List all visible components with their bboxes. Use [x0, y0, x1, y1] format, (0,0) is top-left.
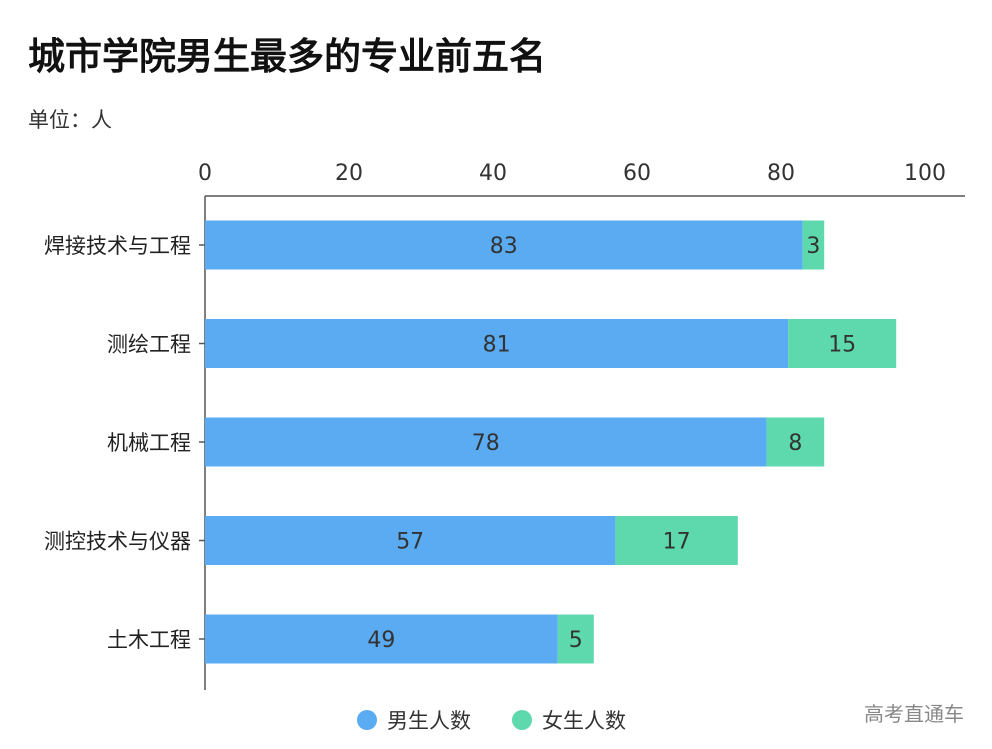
unit-label: 单位：人 — [28, 108, 112, 132]
bar-female — [766, 417, 825, 467]
bar-male — [205, 516, 616, 565]
legend-marker-male — [357, 710, 377, 730]
bar-female — [788, 319, 897, 368]
x-tick-label: 100 — [904, 161, 946, 186]
bar-label-male: 78 — [472, 431, 500, 456]
legend-label-male: 男生人数 — [387, 709, 471, 733]
bar-label-female: 5 — [569, 628, 583, 653]
category-label: 焊接技术与工程 — [44, 234, 191, 258]
bar-male — [205, 417, 767, 467]
bar-label-male: 49 — [367, 628, 395, 653]
x-tick-label: 0 — [198, 161, 212, 186]
bar-female — [615, 516, 738, 565]
bar-label-male: 83 — [490, 234, 518, 259]
bar-label-male: 81 — [483, 333, 511, 358]
legend-marker-female — [512, 710, 532, 730]
bar-label-female: 15 — [828, 333, 856, 358]
x-tick-label: 40 — [479, 161, 507, 186]
bar-male — [205, 220, 803, 270]
category-label: 测绘工程 — [107, 333, 191, 357]
category-label: 测控技术与仪器 — [44, 530, 191, 554]
bar-male — [205, 319, 789, 368]
bar-label-female: 3 — [806, 234, 820, 259]
x-tick-label: 60 — [623, 161, 651, 186]
category-label: 机械工程 — [107, 431, 191, 455]
bar-male — [205, 614, 558, 664]
watermark: 高考直通车 — [864, 702, 964, 726]
bar-label-female: 17 — [663, 530, 691, 555]
x-tick-label: 80 — [767, 161, 795, 186]
bar-label-male: 57 — [396, 530, 424, 555]
x-tick-label: 20 — [335, 161, 363, 186]
bar-female — [802, 220, 825, 270]
category-label: 土木工程 — [107, 628, 191, 652]
chart-title: 城市学院男生最多的专业前五名 — [28, 35, 546, 78]
bar-label-female: 8 — [788, 431, 802, 456]
bar-female — [557, 614, 594, 664]
legend-label-female: 女生人数 — [542, 709, 626, 733]
